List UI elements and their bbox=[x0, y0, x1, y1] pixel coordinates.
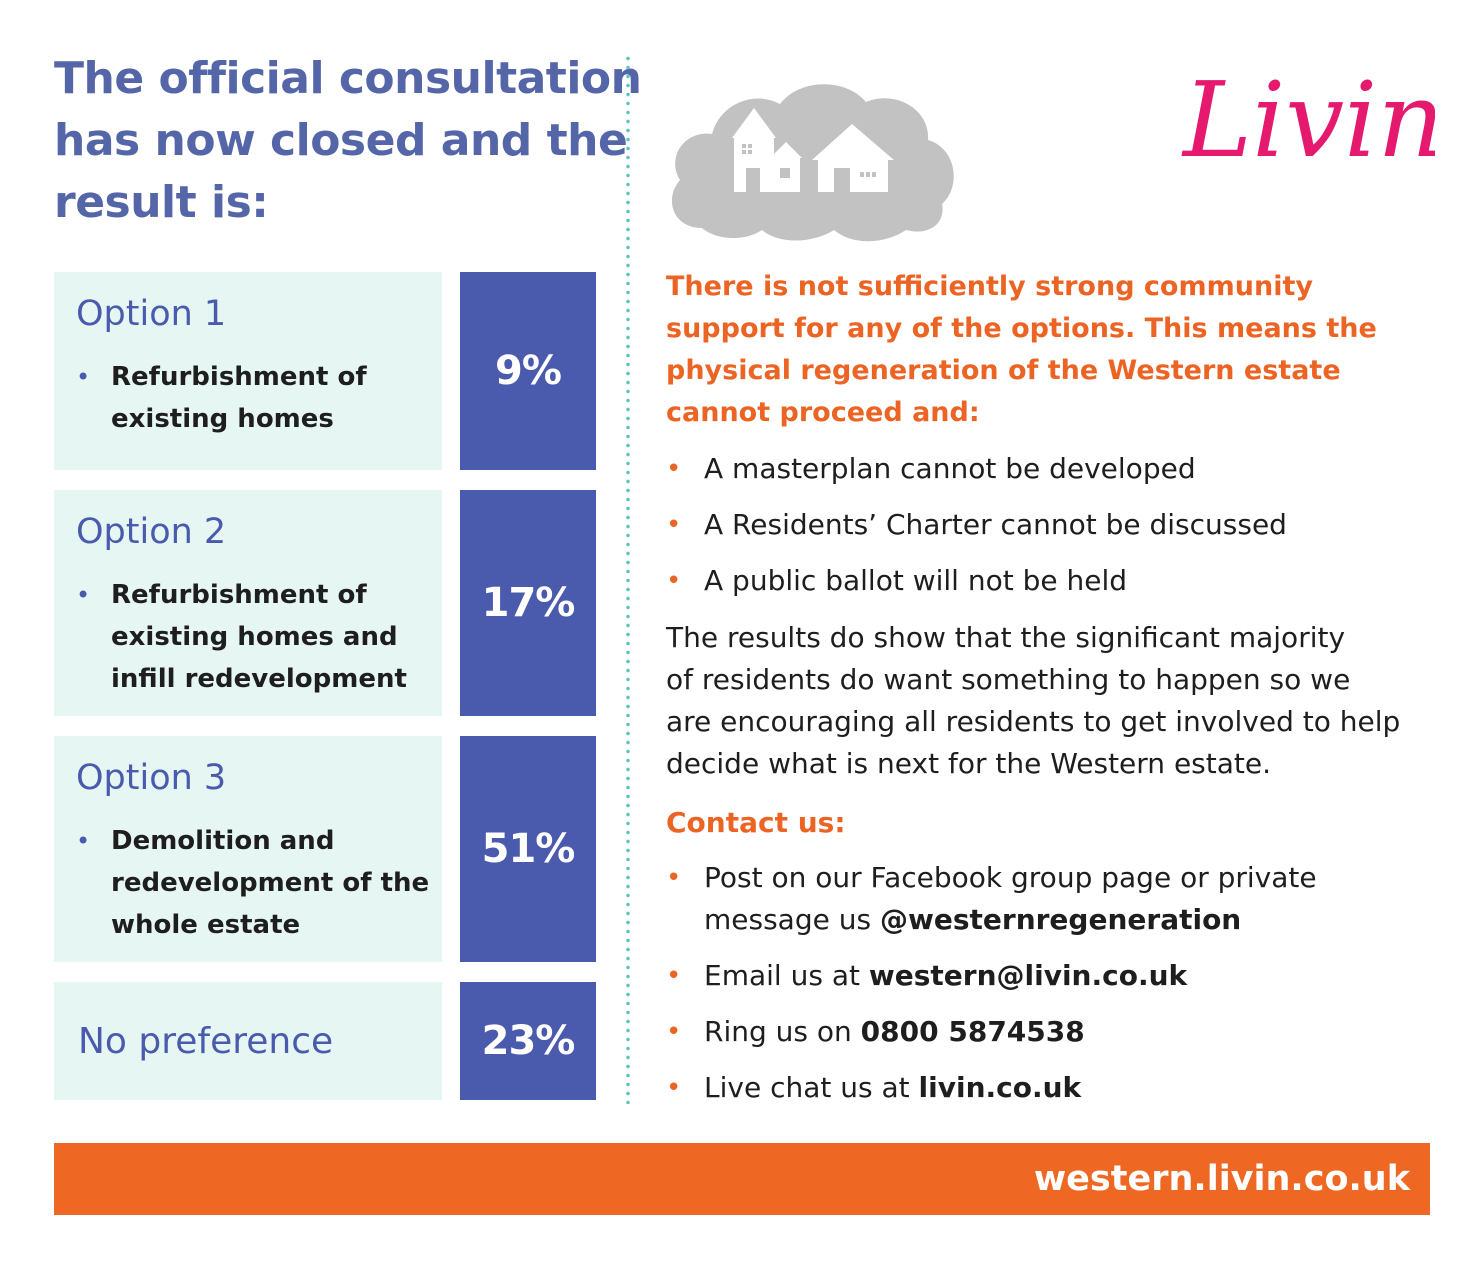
option-description-line: whole estate bbox=[111, 910, 301, 940]
bullet-dot-icon: • bbox=[666, 863, 682, 893]
list-item: • A masterplan cannot be developed bbox=[666, 448, 1426, 490]
phone-link[interactable]: 0800 5874538 bbox=[860, 1015, 1085, 1048]
list-item: • A Residents’ Charter cannot be discuss… bbox=[666, 504, 1426, 546]
bullet-dot-icon: • bbox=[76, 363, 91, 391]
lead-line: support for any of the options. This mea… bbox=[666, 313, 1377, 344]
option-description-line: redevelopment of the bbox=[111, 868, 430, 898]
headline-line: has now closed and the bbox=[54, 115, 628, 166]
option-2-box: Option 2 • Refurbishment of existing hom… bbox=[54, 490, 442, 716]
contact-text: Live chat us at bbox=[704, 1071, 919, 1104]
logo-text: Livin bbox=[1181, 59, 1435, 181]
option-description: Refurbishment of existing homes and infi… bbox=[111, 574, 431, 700]
lead-line: There is not sufficiently strong communi… bbox=[666, 271, 1313, 302]
headline-line: result is: bbox=[54, 177, 269, 228]
option-title: Option 2 bbox=[76, 512, 227, 552]
option-description-line: existing homes and bbox=[111, 622, 398, 652]
contact-item-chat: • Live chat us at livin.co.uk bbox=[666, 1067, 1426, 1109]
contact-text: Ring us on bbox=[704, 1015, 861, 1048]
option-description-line: infill redevelopment bbox=[111, 664, 407, 694]
headline-line: The official consultation bbox=[54, 53, 642, 104]
option-3-box: Option 3 • Demolition and redevelopment … bbox=[54, 736, 442, 962]
option-3-percent: 51% bbox=[460, 736, 596, 962]
dotted-divider bbox=[626, 54, 630, 1104]
paragraph-line: of residents do want something to happen… bbox=[666, 663, 1351, 696]
facebook-handle-link[interactable]: @westernregeneration bbox=[879, 903, 1242, 936]
chat-site-link[interactable]: livin.co.uk bbox=[918, 1071, 1082, 1104]
bullet-dot-icon: • bbox=[666, 961, 682, 991]
no-preference-percent: 23% bbox=[460, 982, 596, 1100]
option-title: Option 3 bbox=[76, 758, 227, 798]
contact-heading: Contact us: bbox=[666, 806, 846, 839]
no-preference-box: No preference bbox=[54, 982, 442, 1100]
option-description-line: Demolition and bbox=[111, 826, 335, 856]
lead-line: cannot proceed and: bbox=[666, 397, 980, 428]
results-paragraph: The results do show that the significant… bbox=[666, 617, 1426, 785]
list-item: • A public ballot will not be held bbox=[666, 560, 1426, 602]
paragraph-line: are encouraging all residents to get inv… bbox=[666, 705, 1401, 738]
cloud-houses-icon bbox=[671, 84, 954, 242]
option-description: Demolition and redevelopment of the whol… bbox=[111, 820, 431, 946]
option-description: Refurbishment of existing homes bbox=[111, 356, 431, 440]
contact-item-facebook: • Post on our Facebook group page or pri… bbox=[666, 857, 1426, 941]
footer-url-link[interactable]: western.livin.co.uk bbox=[1033, 1159, 1410, 1199]
contact-text: message us bbox=[704, 903, 880, 936]
bullet-dot-icon: • bbox=[76, 581, 91, 609]
bullet-dot-icon: • bbox=[666, 510, 682, 540]
footer-bar: western.livin.co.uk bbox=[54, 1143, 1430, 1215]
option-title: No preference bbox=[78, 1020, 334, 1062]
lead-statement: There is not sufficiently strong communi… bbox=[666, 266, 1426, 434]
bullet-dot-icon: • bbox=[666, 566, 682, 596]
bullet-dot-icon: • bbox=[666, 454, 682, 484]
paragraph-line: The results do show that the significant… bbox=[666, 621, 1346, 654]
option-description-line: Refurbishment of bbox=[111, 580, 367, 610]
option-2-percent: 17% bbox=[460, 490, 596, 716]
livin-logo: Livin bbox=[1181, 59, 1435, 181]
option-1-box: Option 1 • Refurbishment of existing hom… bbox=[54, 272, 442, 470]
headline: The official consultation has now closed… bbox=[54, 48, 642, 234]
contact-text: Email us at bbox=[704, 959, 869, 992]
bullet-dot-icon: • bbox=[76, 827, 91, 855]
option-description-line: Refurbishment of bbox=[111, 362, 367, 392]
contact-item-email: • Email us at western@livin.co.uk bbox=[666, 955, 1426, 997]
email-link[interactable]: western@livin.co.uk bbox=[868, 959, 1188, 992]
option-title: Option 1 bbox=[76, 294, 227, 334]
contact-item-phone: • Ring us on 0800 5874538 bbox=[666, 1011, 1426, 1053]
bullet-dot-icon: • bbox=[666, 1017, 682, 1047]
contact-list: • Post on our Facebook group page or pri… bbox=[666, 857, 1426, 1109]
lead-line: physical regeneration of the Western est… bbox=[666, 355, 1341, 386]
option-1-percent: 9% bbox=[460, 272, 596, 470]
paragraph-line: decide what is next for the Western esta… bbox=[666, 747, 1271, 780]
option-description-line: existing homes bbox=[111, 404, 334, 434]
bullet-dot-icon: • bbox=[666, 1073, 682, 1103]
consequences-list: • A masterplan cannot be developed • A R… bbox=[666, 448, 1426, 602]
